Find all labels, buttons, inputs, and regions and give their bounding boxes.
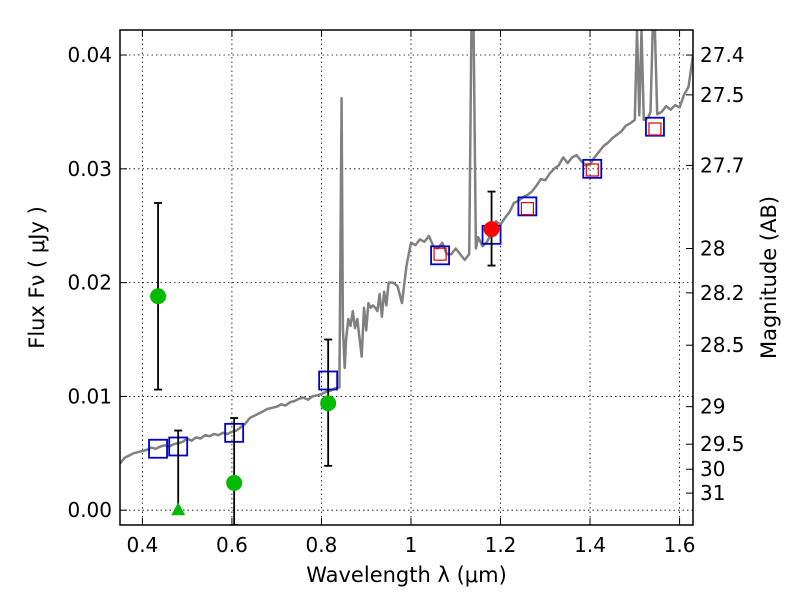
right-tick-label: 28	[700, 236, 725, 260]
upper-limit-triangle-marker	[171, 502, 186, 516]
right-tick-label: 31	[700, 481, 725, 505]
model-square-marker	[645, 116, 665, 137]
y-axis-label: Flux Fν ( μJy )	[25, 206, 49, 349]
y-tick-label: 0.00	[67, 498, 112, 522]
plot-content	[120, 30, 693, 525]
green-point-marker	[226, 474, 243, 491]
grid-lines	[120, 30, 693, 525]
axis-ticks: 0.4 0.6 0.8 1 1.2 1.4 1.6 0.00 0.01 0.02 0.03 0.04 2…	[67, 30, 745, 557]
x-tick-label: 1.4	[574, 533, 606, 557]
right-tick-label: 30	[700, 457, 725, 481]
right-tick-label: 27.5	[700, 83, 745, 107]
plot-frame	[119, 29, 694, 526]
right-tick-label: 27.4	[700, 43, 745, 67]
right-tick-label: 29.5	[700, 432, 745, 456]
model-square-marker	[517, 196, 538, 217]
green-point-marker	[320, 395, 337, 412]
right-tick-label: 29	[700, 395, 725, 419]
right-tick-label: 27.7	[700, 153, 745, 177]
fit-square-marker	[585, 163, 599, 177]
x-tick-label: 1.6	[664, 533, 696, 557]
x-axis-label: Wavelength λ (μm)	[306, 563, 507, 587]
y-tick-label: 0.03	[67, 157, 112, 181]
right-y-axis-label: Magnitude (AB)	[757, 196, 781, 359]
model-square-marker	[582, 158, 603, 179]
fit-square-marker	[520, 202, 534, 216]
spectrum-line	[120, 30, 693, 465]
right-tick-label: 28.2	[700, 281, 745, 305]
model-square-marker	[148, 438, 168, 459]
x-tick-label: 0.6	[216, 533, 248, 557]
x-tick-label: 1.2	[485, 533, 517, 557]
x-tick-label: 0.4	[126, 533, 158, 557]
fit-square-marker	[433, 247, 447, 261]
green-point-marker	[150, 288, 167, 305]
y-tick-label: 0.01	[67, 384, 112, 408]
fit-square-marker	[648, 122, 662, 136]
model-square-marker	[430, 245, 450, 266]
x-tick-label: 0.8	[306, 533, 338, 557]
right-tick-label: 28.5	[700, 333, 745, 357]
x-tick-label: 1	[405, 533, 418, 557]
y-tick-label: 0.02	[67, 271, 112, 295]
y-tick-label: 0.04	[67, 43, 112, 67]
red-point-marker	[483, 221, 500, 238]
